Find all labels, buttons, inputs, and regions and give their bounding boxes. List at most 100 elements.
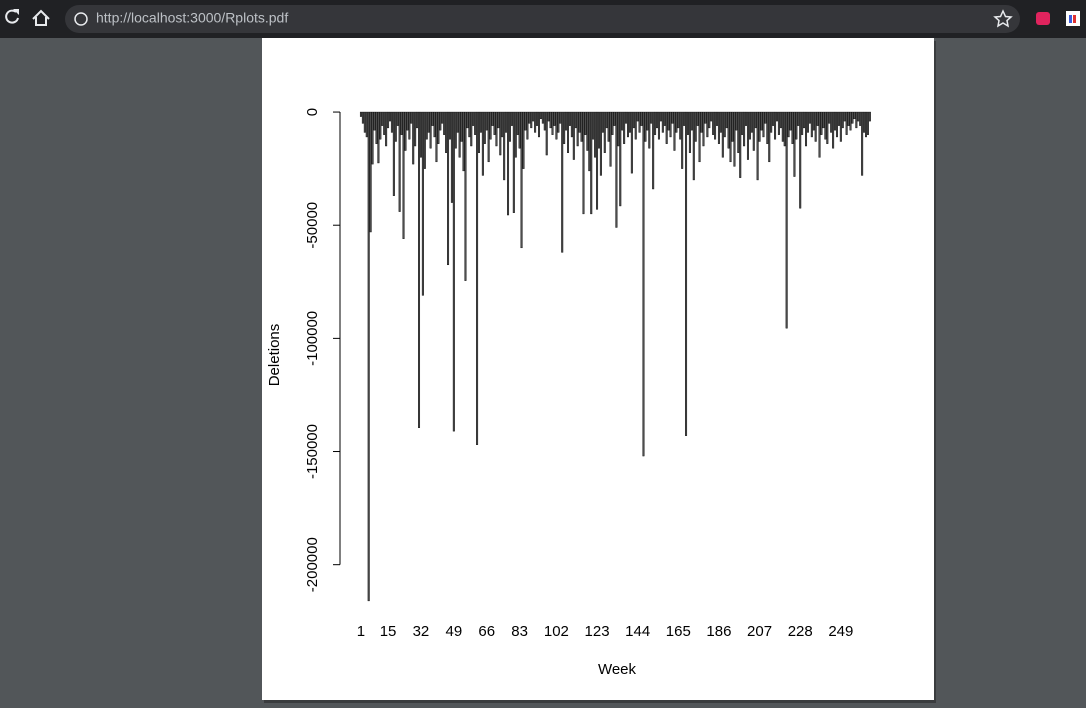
bar: [868, 111, 871, 122]
bar: [508, 111, 511, 142]
bar: [675, 111, 678, 133]
bar: [559, 111, 562, 124]
bar: [526, 111, 529, 140]
omnibox[interactable]: [65, 5, 1020, 33]
reload-arrow: [13, 9, 19, 15]
bar: [619, 111, 622, 207]
bar: [371, 111, 374, 165]
bar: [818, 111, 821, 158]
bar: [673, 111, 676, 151]
bar: [843, 111, 846, 122]
bar: [402, 111, 405, 239]
bar: [437, 111, 440, 144]
bookmark-star[interactable]: [993, 9, 1013, 28]
bar: [530, 111, 533, 129]
bar: [522, 111, 525, 169]
bar: [791, 111, 794, 144]
bar: [398, 111, 401, 212]
bar: [534, 111, 537, 133]
bar: [700, 111, 703, 133]
bar: [727, 111, 730, 149]
bar: [652, 111, 655, 190]
bar: [443, 111, 446, 135]
bar: [450, 111, 453, 203]
bar: [777, 111, 780, 135]
bar: [863, 111, 866, 133]
bar: [565, 111, 568, 131]
bar: [493, 111, 496, 135]
bar: [760, 111, 763, 131]
bar: [576, 111, 579, 147]
bar: [572, 111, 575, 160]
chart: Week Deletions 0 -50000 -100000 -150000 -200…: [266, 108, 871, 678]
bar: [704, 111, 707, 124]
bar: [588, 111, 591, 172]
bar: [456, 111, 459, 133]
x-tick-label: 83: [511, 623, 528, 640]
bar: [834, 111, 837, 131]
bar: [599, 111, 602, 176]
bar: [396, 111, 399, 126]
bar: [640, 111, 643, 126]
bar: [696, 111, 699, 126]
bar: [686, 111, 689, 135]
bar: [805, 111, 808, 147]
bar: [659, 111, 662, 122]
bar: [758, 111, 761, 142]
bar: [611, 111, 614, 135]
bar: [688, 111, 691, 153]
x-tick-label: 32: [413, 623, 430, 640]
bar: [429, 111, 432, 149]
bar: [853, 111, 856, 120]
bar: [781, 111, 784, 142]
bar: [503, 111, 506, 181]
bar: [458, 111, 461, 158]
bar: [644, 111, 647, 142]
extension-icon[interactable]: [1036, 12, 1050, 25]
bar: [377, 111, 380, 164]
bar: [388, 111, 391, 122]
bar: [830, 111, 833, 133]
bar: [427, 111, 430, 133]
info-icon[interactable]: [74, 12, 88, 26]
bar: [685, 111, 688, 436]
bar: [775, 111, 778, 122]
bar: [543, 111, 546, 131]
home-button[interactable]: [32, 9, 50, 26]
bar: [557, 111, 560, 133]
bar: [510, 111, 513, 126]
bar: [741, 111, 744, 135]
bar: [390, 111, 393, 133]
bar: [489, 111, 492, 140]
bar: [578, 111, 581, 133]
bar: [528, 111, 531, 124]
bar: [768, 111, 771, 163]
bar: [621, 111, 624, 131]
bar: [716, 111, 719, 126]
bar: [567, 111, 570, 153]
bar: [363, 111, 366, 133]
bar: [549, 111, 552, 129]
bar: [605, 111, 608, 129]
bar: [400, 111, 403, 135]
bar: [820, 111, 823, 135]
bar: [361, 111, 364, 124]
bar: [596, 111, 599, 210]
y-tick-label: 0: [304, 108, 321, 116]
bar: [625, 111, 628, 124]
bar: [574, 111, 577, 129]
bar: [365, 111, 368, 138]
bar: [733, 111, 736, 167]
bar: [423, 111, 426, 169]
x-tick-label: 228: [788, 623, 813, 640]
reload-button[interactable]: [5, 9, 19, 24]
bar: [650, 111, 653, 124]
x-tick-label: 207: [747, 623, 772, 640]
bar: [690, 111, 693, 131]
bar: [814, 111, 817, 142]
bar: [545, 111, 548, 156]
x-tick-label: 15: [380, 623, 397, 640]
bar: [485, 111, 488, 131]
bar: [379, 111, 382, 140]
bar: [797, 111, 800, 126]
